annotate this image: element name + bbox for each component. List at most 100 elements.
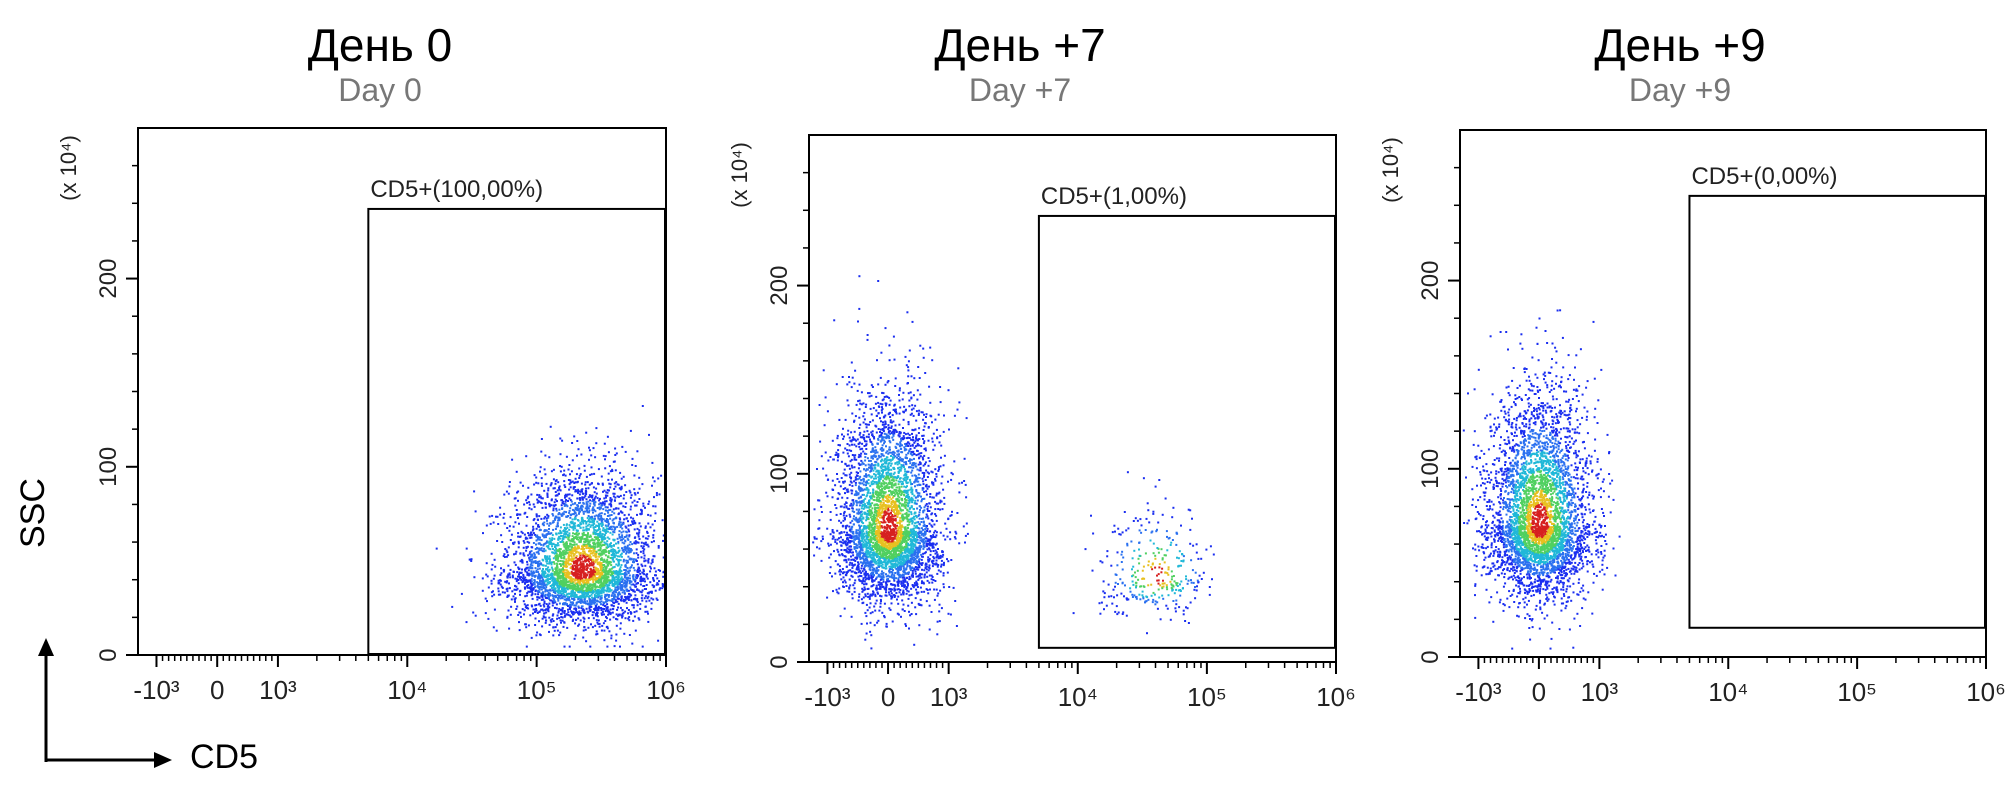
data-point: [543, 517, 546, 520]
data-point: [564, 474, 567, 477]
data-point: [612, 508, 615, 511]
data-point: [535, 561, 538, 564]
data-point: [545, 608, 548, 611]
data-point: [523, 609, 526, 612]
data-point: [594, 556, 597, 558]
data-point: [637, 589, 640, 592]
data-point: [638, 618, 641, 621]
data-point: [629, 548, 632, 550]
data-point: [573, 541, 576, 544]
data-point: [623, 632, 626, 635]
data-point: [530, 590, 533, 593]
data-point: [633, 519, 636, 522]
data-point: [604, 494, 607, 497]
data-point: [481, 577, 484, 580]
data-point: [517, 517, 519, 520]
data-point: [646, 597, 649, 599]
data-point: [583, 626, 586, 629]
data-point: [942, 553, 945, 556]
data-point: [592, 524, 595, 527]
data-point: [599, 541, 602, 544]
data-point: [592, 590, 595, 593]
data-point: [558, 607, 561, 610]
data-point: [889, 432, 892, 435]
data-point: [593, 491, 596, 494]
data-point: [625, 526, 628, 529]
chart-subtitle: Day +7: [968, 72, 1072, 108]
data-point: [848, 483, 851, 486]
data-point: [598, 561, 601, 564]
data-point: [636, 527, 639, 530]
data-point: [596, 571, 599, 574]
data-point: [567, 595, 569, 598]
data-point: [572, 549, 575, 552]
data-point: [574, 508, 577, 511]
data-point: [543, 530, 546, 533]
data-point: [548, 532, 551, 535]
data-point: [607, 524, 610, 527]
data-point: [888, 496, 891, 499]
data-point: [556, 542, 559, 545]
data-point: [611, 584, 614, 587]
data-point: [571, 564, 574, 567]
data-point: [598, 577, 601, 580]
data-point: [560, 513, 563, 516]
data-point: [586, 563, 589, 566]
data-point: [637, 556, 640, 559]
data-point: [553, 600, 556, 603]
data-point: [490, 582, 493, 585]
data-point: [543, 581, 546, 584]
data-point: [610, 545, 613, 548]
data-point: [847, 404, 850, 407]
data-point: [563, 543, 566, 546]
data-point: [535, 604, 538, 606]
data-point: [584, 543, 587, 546]
data-point: [608, 526, 611, 529]
data-point: [581, 585, 584, 588]
data-point: [546, 492, 549, 495]
data-point: [594, 588, 597, 591]
data-point: [624, 586, 627, 589]
data-point: [597, 608, 599, 611]
data-point: [568, 559, 571, 562]
data-point: [865, 530, 868, 533]
data-point: [601, 539, 604, 542]
data-point: [605, 491, 608, 494]
data-point: [862, 596, 865, 599]
data-point: [624, 450, 627, 453]
data-point: [645, 588, 647, 590]
data-point: [599, 595, 602, 598]
data-point: [559, 489, 562, 492]
data-point: [942, 464, 945, 467]
data-point: [490, 591, 493, 594]
data-point: [864, 440, 866, 443]
data-point: [579, 561, 582, 564]
data-point: [592, 562, 595, 565]
data-point: [584, 556, 587, 559]
data-point: [593, 547, 596, 550]
data-point: [561, 582, 564, 585]
data-point: [928, 564, 931, 567]
data-point: [474, 614, 477, 617]
data-point: [630, 494, 633, 497]
data-point: [575, 473, 578, 476]
data-point: [650, 607, 653, 610]
data-point: [561, 563, 564, 566]
data-point: [617, 546, 620, 549]
data-point: [560, 608, 563, 611]
data-point: [571, 526, 574, 529]
data-point: [607, 586, 610, 589]
data-point: [851, 566, 854, 569]
data-point: [653, 540, 655, 543]
data-point: [622, 497, 625, 500]
data-point: [538, 515, 541, 518]
data-point: [883, 440, 886, 443]
data-point: [553, 562, 556, 565]
data-point: [660, 474, 663, 477]
data-point: [511, 458, 514, 461]
data-point: [592, 447, 595, 450]
data-point: [925, 565, 928, 568]
data-point: [585, 501, 588, 504]
data-point: [633, 488, 636, 491]
data-point: [601, 482, 604, 485]
